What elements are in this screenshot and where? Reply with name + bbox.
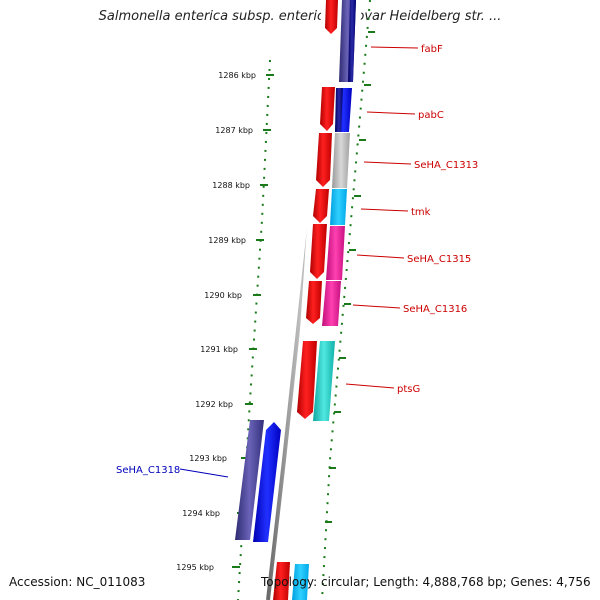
gene-cds-arrow[interactable] (313, 189, 329, 223)
next-gene-fragments (273, 562, 309, 600)
kbp-labels: 1286 kbp 1287 kbp 1288 kbp 1289 kbp 1290… (176, 71, 256, 572)
gene-labels: fabF pabC SeHA_C1313 tmk SeHA_C1315 SeHA… (116, 44, 478, 476)
gene-SeHA_C1318-cds[interactable] (253, 422, 281, 542)
gene-label-SeHA_C1313[interactable]: SeHA_C1313 (414, 160, 478, 171)
gene-cds-arrow[interactable] (310, 224, 327, 279)
gene-SeHA_C1315[interactable] (326, 226, 345, 280)
gene-cds-arrow[interactable] (306, 281, 322, 324)
gene-label-pabC[interactable]: pabC (418, 110, 444, 121)
kbp-label: 1287 kbp (215, 126, 253, 135)
forward-cds-track (297, 0, 338, 419)
kbp-label: 1292 kbp (195, 400, 233, 409)
kbp-label: 1293 kbp (189, 454, 227, 463)
gene-SeHA_C1318[interactable] (235, 420, 264, 540)
gene-label-leaders (179, 46, 419, 478)
accession-label: Accession: NC_011083 (9, 575, 146, 589)
kbp-label: 1294 kbp (182, 509, 220, 518)
gene-cds-arrow[interactable] (325, 0, 338, 34)
genome-title: Salmonella enterica subsp. enterica sero… (98, 9, 502, 24)
kbp-label: 1290 kbp (204, 291, 242, 300)
gene-label-tmk[interactable]: tmk (411, 207, 431, 218)
gene-cds-arrow[interactable] (297, 341, 317, 419)
gene-SeHA_C1313[interactable] (332, 133, 350, 188)
gene-cds-arrow[interactable] (316, 133, 332, 187)
gene-label-ptsG[interactable]: ptsG (397, 384, 420, 395)
kbp-label: 1291 kbp (200, 345, 238, 354)
gene-label-SeHA_C1315[interactable]: SeHA_C1315 (407, 254, 471, 265)
forward-gene-track (313, 0, 356, 421)
kbp-label: 1289 kbp (208, 236, 246, 245)
gene-SeHA_C1316[interactable] (322, 281, 341, 326)
inner-tick-marks (325, 31, 375, 523)
topology-label: Topology: circular; Length: 4,888,768 bp… (261, 575, 591, 589)
reverse-gene-track (235, 420, 281, 542)
gene-tmk[interactable] (330, 189, 347, 225)
gene-label-SeHA_C1316[interactable]: SeHA_C1316 (403, 304, 467, 315)
kbp-label: 1286 kbp (218, 71, 256, 80)
gene-label-SeHA_C1318[interactable]: SeHA_C1318 (116, 465, 180, 476)
gene-label-fabF[interactable]: fabF (421, 44, 443, 55)
gene-fabF-edge (348, 0, 356, 82)
gene-pabC-edge (335, 88, 343, 132)
kbp-label: 1295 kbp (176, 563, 214, 572)
gene-cds-arrow[interactable] (273, 562, 290, 600)
gene-fragment-teal[interactable] (292, 564, 309, 600)
gene-ptsG[interactable] (313, 341, 335, 421)
kbp-label: 1288 kbp (212, 181, 250, 190)
gene-cds-arrow[interactable] (320, 87, 335, 131)
